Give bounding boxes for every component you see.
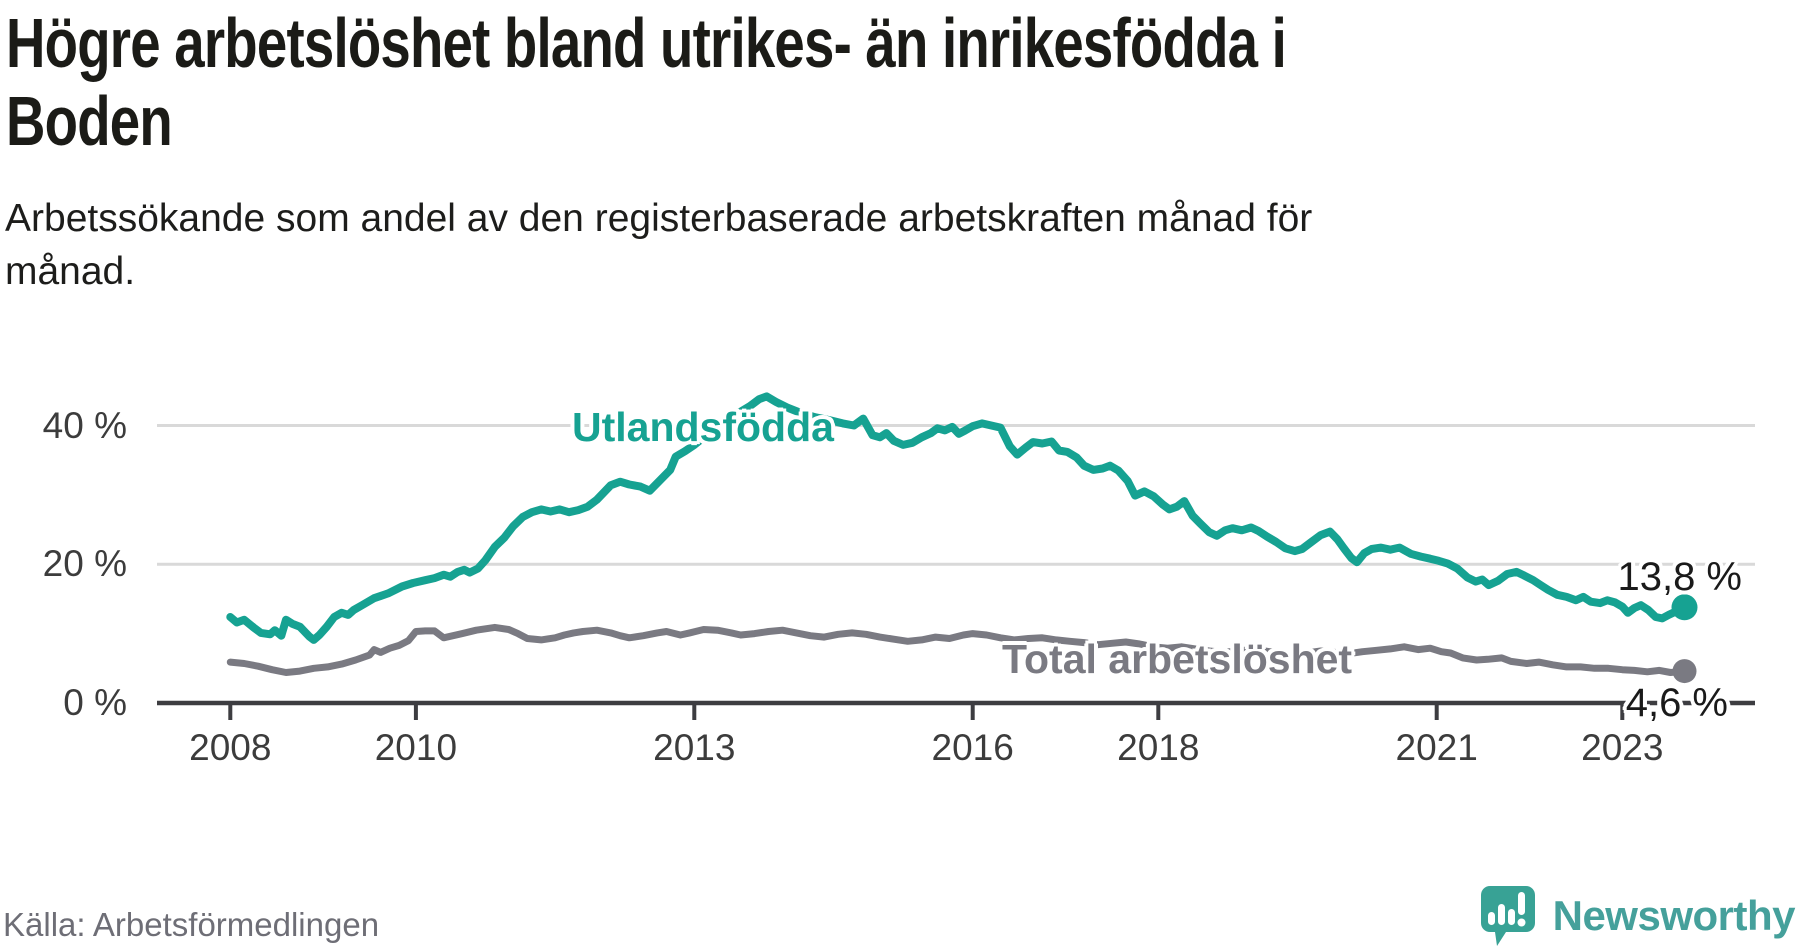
- x-axis-label-2023: 2023: [1581, 727, 1664, 768]
- end-value-label-utlandsfodda: 13,8 %: [1617, 555, 1742, 599]
- series-line-utlandsfodda: [226, 392, 1689, 644]
- series-label-utlandsfodda: Utlandsfödda: [572, 404, 834, 450]
- series-line-total: [226, 623, 1688, 676]
- newsworthy-logo-icon: [1480, 886, 1535, 946]
- title-line-1: Högre arbetslöshet bland utrikes- än inr…: [6, 4, 1287, 82]
- series-label-total: Total arbetslöshet: [1002, 636, 1353, 682]
- title-line-2: Boden: [6, 82, 173, 160]
- brand-footer: Newsworthy: [1477, 884, 1796, 948]
- chart-subtitle: Arbetssökande som andel av den registerb…: [5, 192, 1312, 298]
- page-title: Högre arbetslöshet bland utrikes- än inr…: [6, 4, 1287, 160]
- subtitle-line-2: månad.: [5, 250, 136, 293]
- x-axis-label-2018: 2018: [1117, 727, 1200, 768]
- x-axis-label-2013: 2013: [653, 727, 736, 768]
- y-axis-label-40: 40 %: [42, 404, 127, 446]
- end-dot-total: [1672, 659, 1697, 684]
- source-credit: Källa: Arbetsförmedlingen: [3, 906, 380, 943]
- x-axis-label-2016: 2016: [931, 727, 1014, 768]
- x-axis-label-2008: 2008: [189, 727, 272, 768]
- brand-name: Newsworthy: [1552, 892, 1796, 939]
- x-axis-label-2010: 2010: [374, 727, 458, 768]
- end-value-label-total: 4,6 %: [1625, 681, 1728, 725]
- x-axis-label-2021: 2021: [1395, 727, 1478, 768]
- y-axis-label-20: 20 %: [42, 543, 127, 585]
- y-axis-label-0: 0 %: [63, 682, 127, 723]
- end-dot-utlandsfodda: [1671, 594, 1698, 621]
- subtitle-line-1: Arbetssökande som andel av den registerb…: [5, 197, 1313, 240]
